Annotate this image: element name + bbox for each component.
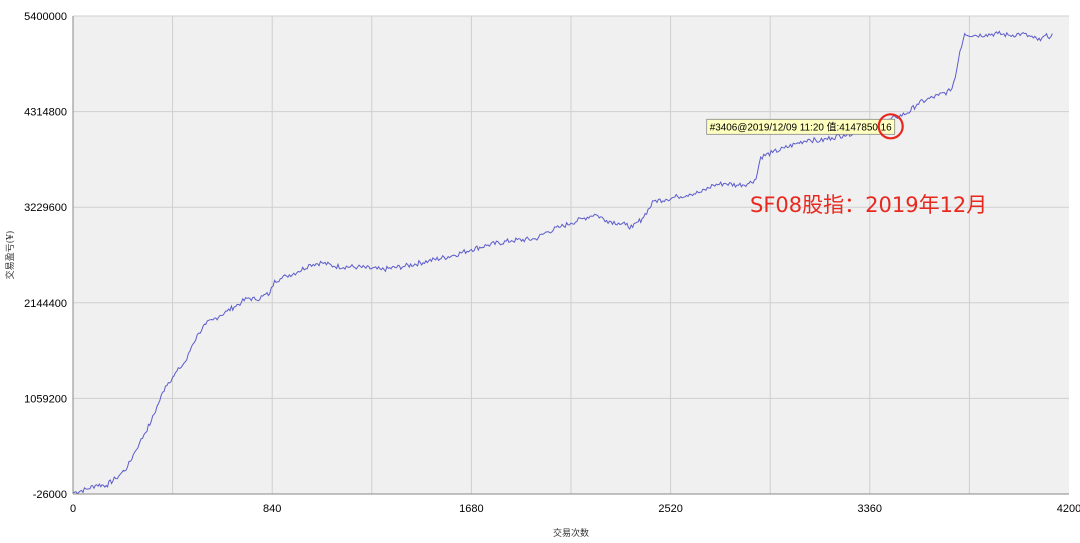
highlight-circle: [877, 113, 904, 140]
y-axis-ticks: 5400000 4314800 3229600 2144400 1059200 -2600…: [24, 11, 67, 501]
x-tick-label: 2520: [658, 503, 682, 515]
y-tick-label: 1059200: [24, 393, 67, 405]
y-tick-label: 4314800: [24, 107, 67, 119]
y-tick-label: 3229600: [24, 202, 67, 214]
tooltip-background: [706, 118, 896, 135]
x-tick-label: 0: [70, 503, 76, 515]
x-tick-label: 1680: [459, 503, 483, 515]
x-axis-label: 交易次数: [553, 527, 589, 539]
tooltip: #3406@2019/12/09 11:20 值:4147850.16: [706, 118, 896, 135]
x-tick-label: 3360: [858, 503, 882, 515]
y-tick-label: 5400000: [24, 11, 67, 23]
y-axis-label: 交易盈亏(¥): [4, 231, 16, 280]
y-tick-label: 2144400: [24, 298, 67, 310]
chart-annotation: SF08股指：2019年12月: [750, 193, 987, 217]
x-tick-label: 840: [263, 503, 281, 515]
axes: [72, 16, 1069, 495]
x-axis-ticks: 0 840 1680 2520 3360 4200: [70, 503, 1080, 515]
x-tick-label: 4200: [1057, 503, 1080, 515]
y-tick-label: -26000: [33, 489, 67, 501]
tooltip-text: #3406@2019/12/09 11:20 值:4147850.16: [710, 120, 892, 133]
